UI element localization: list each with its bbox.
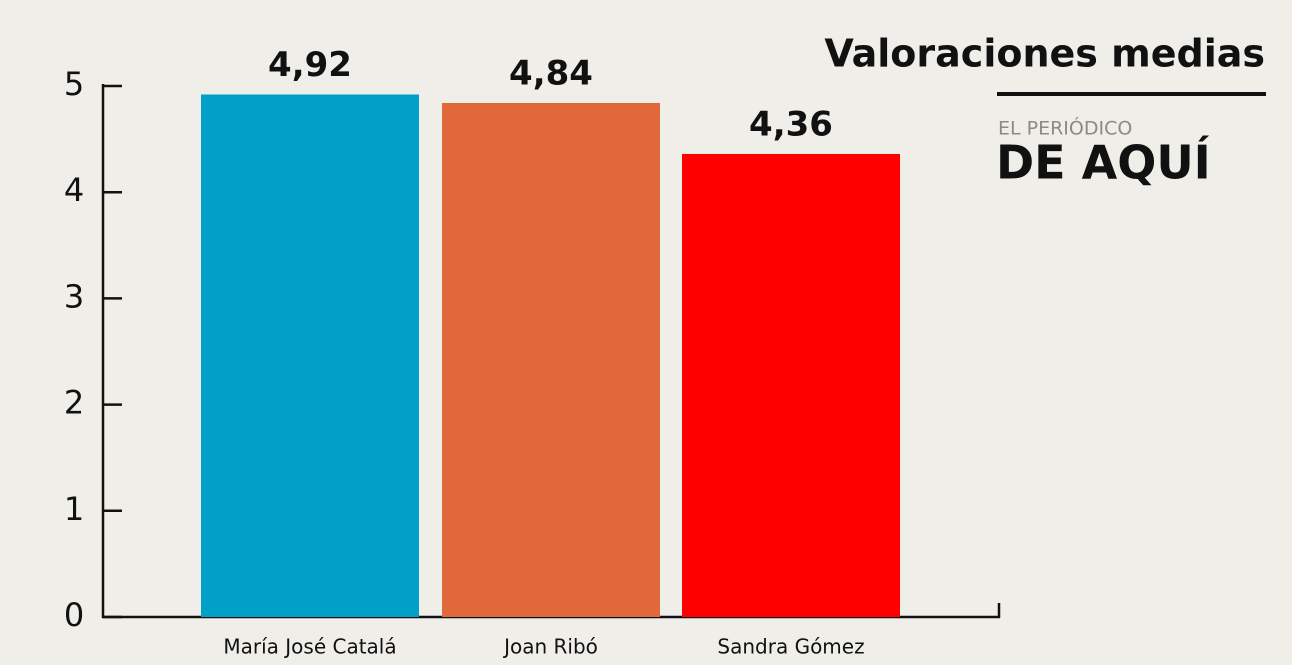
y-tick-label: 3: [64, 277, 84, 315]
x-tick-label: María José Catalá: [223, 635, 396, 659]
value-label: 4,36: [749, 104, 833, 144]
x-tick-label: Sandra Gómez: [717, 635, 864, 659]
bar: [442, 102, 660, 617]
bar: [201, 94, 419, 618]
logo-top: EL PERIÓDICO: [998, 116, 1132, 140]
y-tick-label: 4: [64, 171, 84, 209]
bar: [682, 153, 900, 617]
y-tick-label: 5: [64, 65, 84, 103]
chart-title: Valoraciones medias: [824, 32, 1265, 76]
y-tick-label: 0: [64, 596, 84, 634]
value-label: 4,84: [509, 53, 593, 93]
x-tick-label: Joan Ribó: [502, 635, 598, 659]
logo-main: DE AQUÍ: [996, 136, 1211, 190]
value-label: 4,92: [268, 45, 352, 85]
y-tick-label: 2: [64, 384, 84, 422]
y-tick-label: 1: [64, 490, 84, 528]
